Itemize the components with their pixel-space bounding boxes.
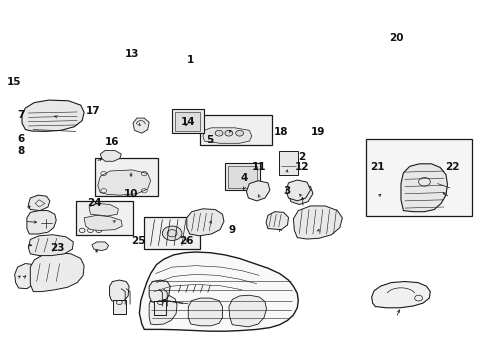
- Text: 5: 5: [206, 135, 213, 145]
- Polygon shape: [92, 242, 108, 251]
- Text: 19: 19: [310, 127, 325, 138]
- Text: 18: 18: [273, 127, 288, 138]
- Text: 7: 7: [17, 110, 24, 120]
- FancyBboxPatch shape: [278, 151, 298, 175]
- Polygon shape: [109, 280, 129, 302]
- Text: 9: 9: [228, 225, 235, 235]
- Polygon shape: [371, 282, 429, 308]
- Polygon shape: [228, 295, 266, 327]
- Circle shape: [235, 130, 243, 136]
- Text: 13: 13: [124, 49, 139, 59]
- Polygon shape: [89, 203, 118, 216]
- Circle shape: [41, 219, 52, 228]
- Text: 17: 17: [85, 106, 100, 116]
- Text: 11: 11: [251, 162, 266, 172]
- Circle shape: [224, 130, 232, 136]
- Polygon shape: [293, 206, 342, 239]
- FancyBboxPatch shape: [153, 301, 165, 315]
- Polygon shape: [149, 294, 177, 325]
- Polygon shape: [285, 180, 310, 201]
- FancyBboxPatch shape: [172, 109, 203, 133]
- Circle shape: [215, 130, 223, 136]
- Circle shape: [162, 226, 182, 240]
- Polygon shape: [28, 235, 73, 256]
- Polygon shape: [288, 184, 312, 204]
- Polygon shape: [149, 280, 170, 303]
- FancyBboxPatch shape: [224, 163, 260, 190]
- Text: 6: 6: [17, 134, 24, 144]
- FancyBboxPatch shape: [95, 158, 158, 196]
- FancyBboxPatch shape: [365, 139, 471, 216]
- Text: 2: 2: [298, 152, 305, 162]
- Polygon shape: [22, 100, 84, 131]
- Text: 14: 14: [181, 117, 195, 127]
- Text: 4: 4: [240, 173, 248, 183]
- Text: 16: 16: [105, 137, 120, 147]
- Polygon shape: [186, 209, 224, 236]
- FancyBboxPatch shape: [227, 166, 257, 188]
- Polygon shape: [400, 164, 447, 212]
- Text: 20: 20: [388, 33, 403, 43]
- Text: 8: 8: [17, 146, 24, 156]
- FancyBboxPatch shape: [199, 115, 271, 145]
- FancyBboxPatch shape: [175, 112, 200, 131]
- Text: 15: 15: [6, 77, 21, 87]
- Polygon shape: [100, 150, 121, 161]
- Polygon shape: [98, 170, 150, 195]
- Polygon shape: [84, 215, 122, 230]
- Polygon shape: [139, 252, 298, 331]
- FancyBboxPatch shape: [144, 217, 200, 249]
- Polygon shape: [28, 195, 50, 211]
- Polygon shape: [27, 211, 56, 234]
- Polygon shape: [133, 118, 149, 133]
- FancyBboxPatch shape: [76, 201, 133, 235]
- Polygon shape: [265, 212, 288, 230]
- Text: 10: 10: [123, 189, 138, 199]
- Polygon shape: [30, 253, 84, 292]
- Text: 25: 25: [130, 236, 145, 246]
- Text: 12: 12: [294, 162, 309, 172]
- Text: 3: 3: [283, 186, 289, 196]
- Polygon shape: [188, 298, 222, 326]
- Polygon shape: [203, 128, 251, 143]
- Text: 22: 22: [444, 162, 459, 172]
- Text: 26: 26: [179, 236, 194, 246]
- Text: 1: 1: [187, 55, 194, 66]
- Text: 23: 23: [50, 243, 65, 253]
- Text: 21: 21: [369, 162, 384, 172]
- Text: 24: 24: [87, 198, 102, 208]
- FancyBboxPatch shape: [113, 300, 125, 314]
- Polygon shape: [15, 264, 38, 289]
- Polygon shape: [246, 181, 269, 201]
